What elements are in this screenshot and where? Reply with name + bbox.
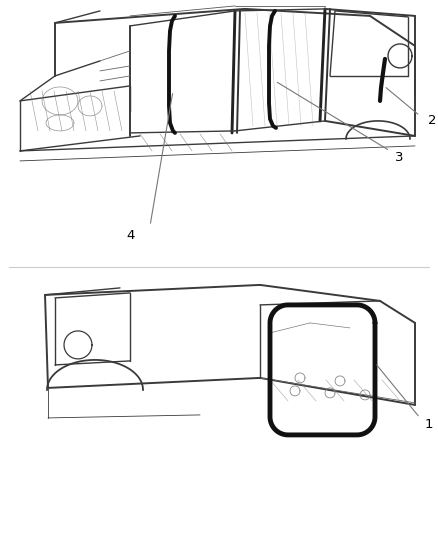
Text: 1: 1 [425,418,434,431]
Text: 3: 3 [395,151,403,164]
Text: 2: 2 [428,115,437,127]
Text: 4: 4 [126,229,134,243]
